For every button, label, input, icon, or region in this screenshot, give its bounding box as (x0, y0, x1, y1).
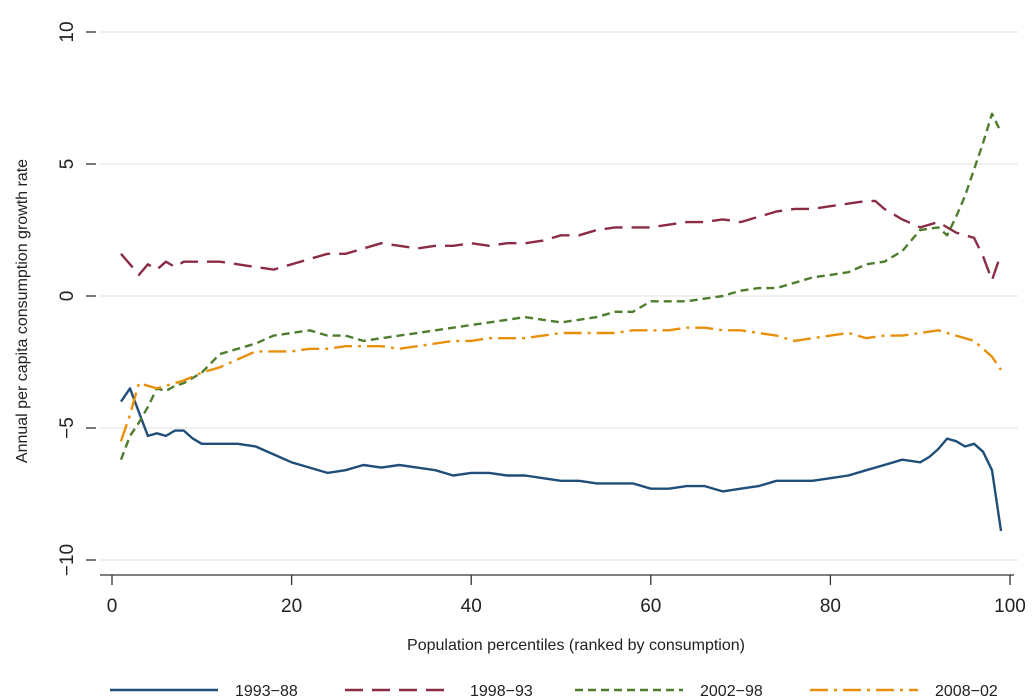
series-line-2 (119, 112, 1003, 461)
x-tick-label: 100 (994, 596, 1026, 617)
y-tick-label: 5 (57, 159, 78, 170)
legend-label: 2008−02 (935, 683, 998, 699)
series-line-0 (120, 387, 1003, 532)
x-axis-title: Population percentiles (ranked by consum… (407, 637, 745, 654)
y-tick-label: 0 (57, 291, 78, 302)
y-tick-label: 10 (57, 21, 78, 42)
series-line-3 (119, 326, 1002, 442)
grid (100, 31, 1018, 561)
x-tick-label: 40 (461, 596, 482, 617)
x-tick-label: 20 (281, 596, 302, 617)
x-tick-label: 80 (820, 596, 841, 617)
x-tick-label: 0 (107, 596, 118, 617)
series-line-1 (120, 199, 1003, 282)
legend-label: 1998−93 (470, 683, 533, 699)
legend-label: 2002−98 (700, 683, 763, 699)
y-tick-label: −5 (57, 417, 78, 439)
legend: 1993−88 1998−93 2002−98 2008−02 (110, 683, 998, 699)
series-lines (119, 112, 1003, 532)
y-axis-title: Annual per capita consumption growth rat… (14, 159, 31, 463)
legend-label: 1993−88 (235, 683, 298, 699)
y-tick-label: −10 (57, 544, 78, 576)
x-tick-label: 60 (640, 596, 661, 617)
